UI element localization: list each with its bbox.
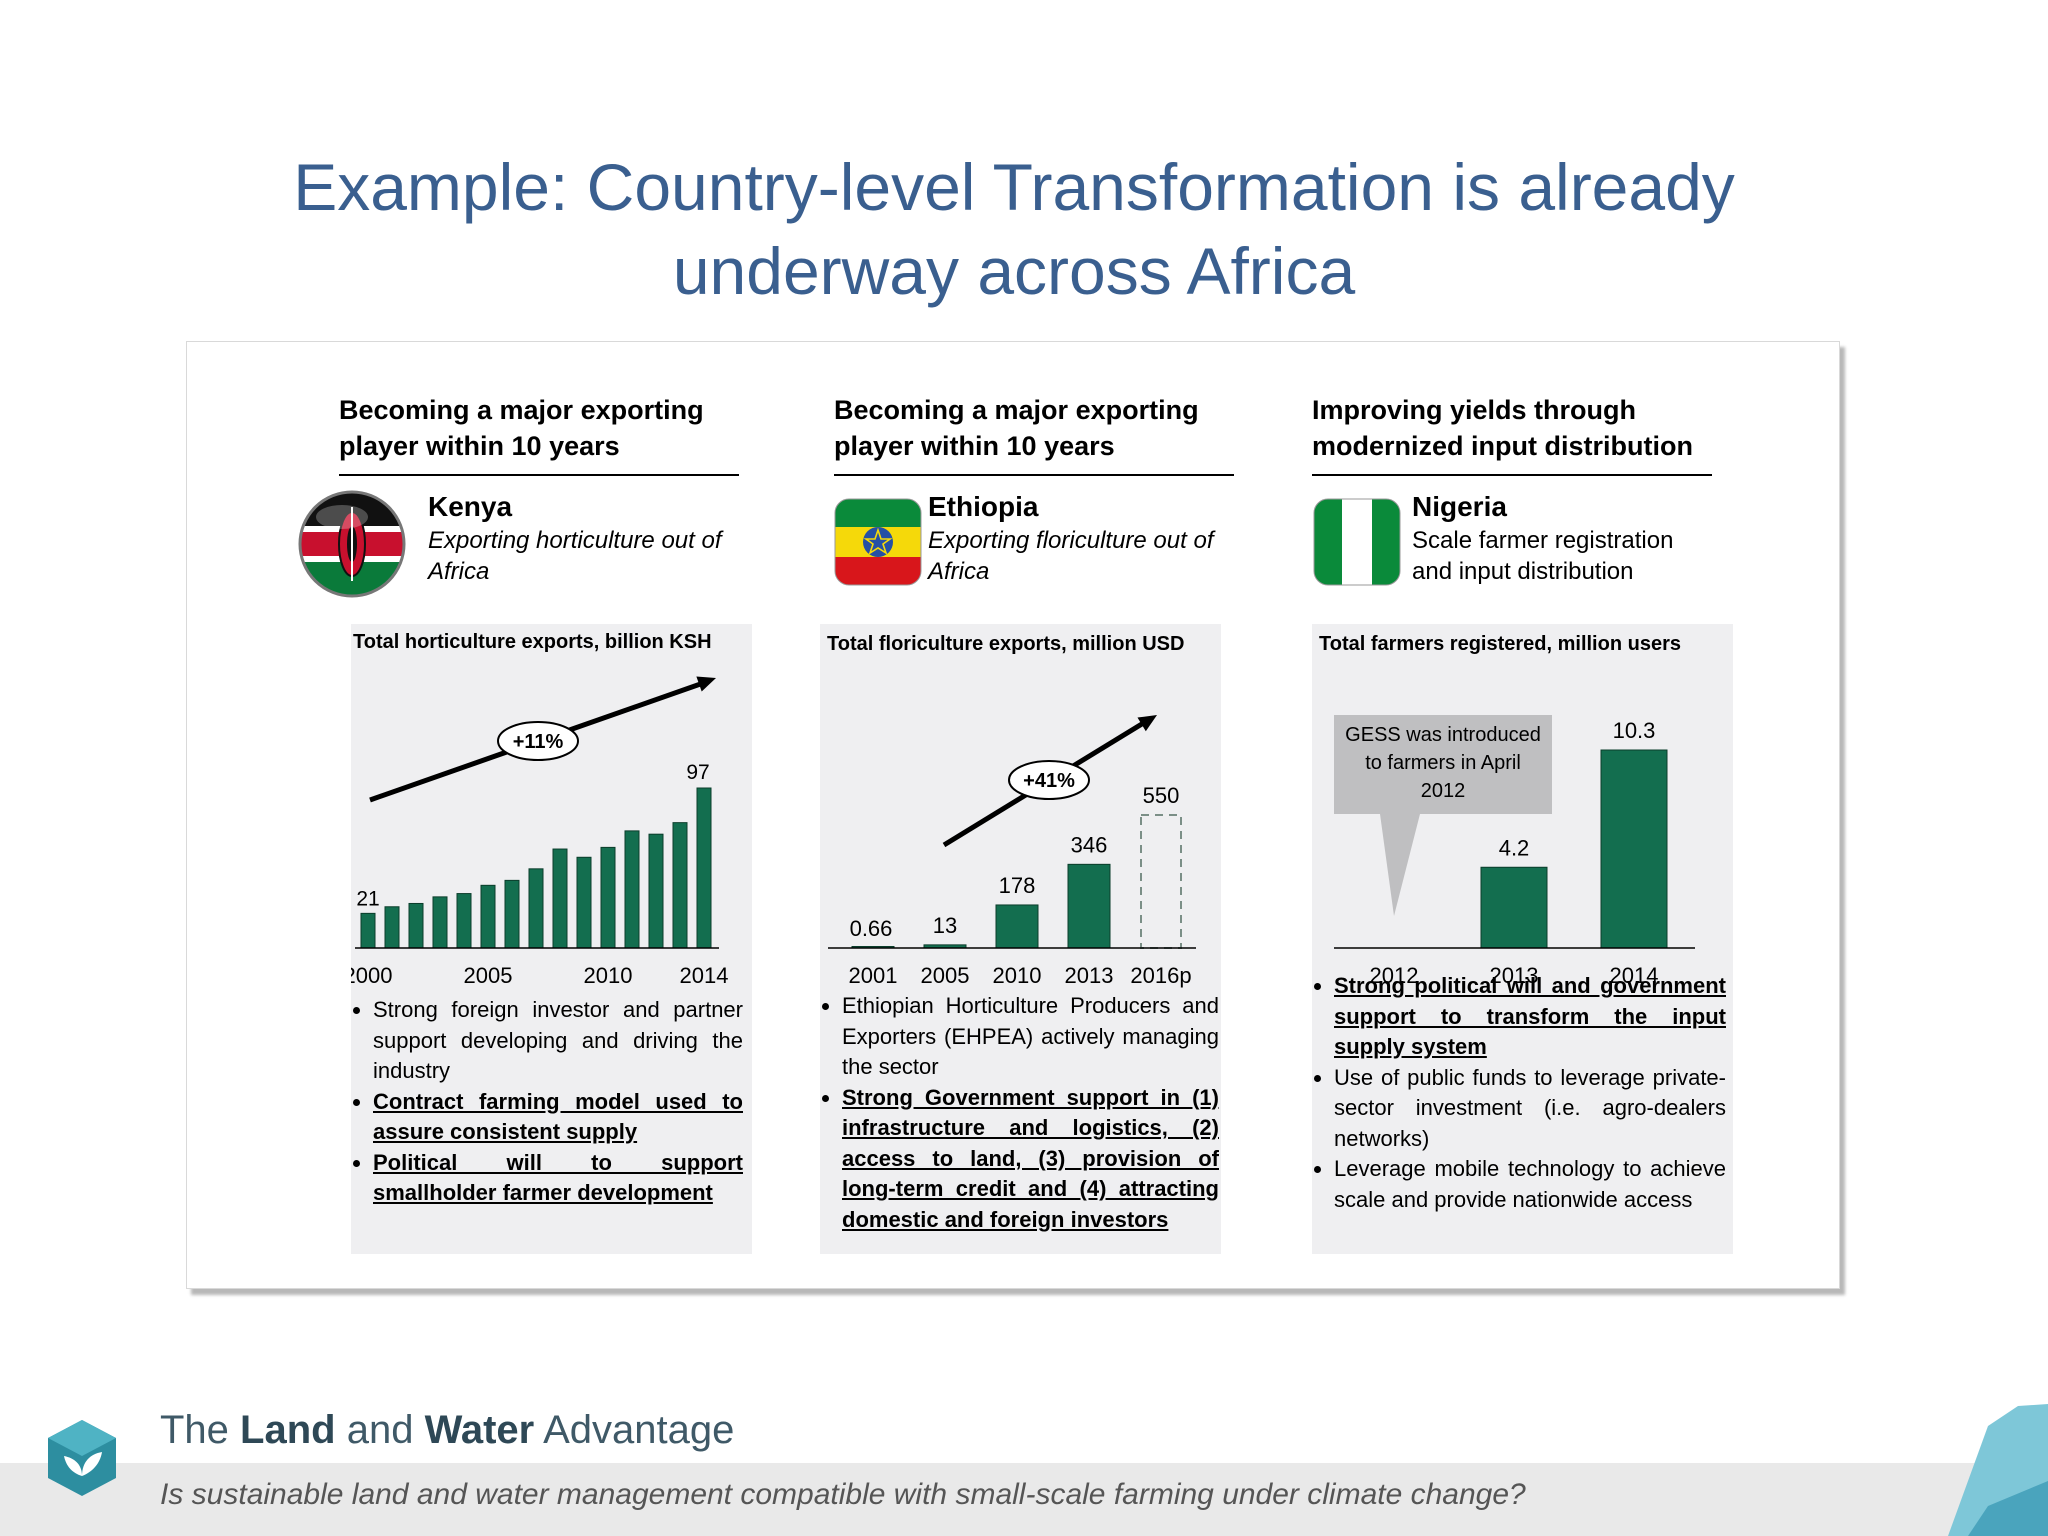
bar [432, 896, 448, 949]
nigeria-flag-icon [1312, 497, 1402, 594]
chart-farmers-registered: 2012 4.2 2013 10.3 2014 GESS was introduced to… [1334, 715, 1695, 988]
growth-label: +41% [1023, 770, 1075, 792]
footer-brand: The Land and Water Advantage [160, 1408, 735, 1452]
annotation-text: 2012 [1421, 780, 1466, 802]
bullet-list-nigeria: Strong political will and government sup… [1312, 971, 1726, 1215]
bullet-item: Leverage mobile technology to achieve sc… [1334, 1154, 1726, 1215]
country-name: Kenya [428, 491, 513, 522]
bar [1067, 863, 1111, 949]
bar [456, 893, 472, 949]
bar [624, 830, 640, 949]
footer-corner-decoration [1948, 1404, 2048, 1536]
chart-title: Total farmers registered, million users [1319, 633, 1681, 655]
data-label: 4.2 [1499, 835, 1530, 860]
bullet-item: Use of public funds to leverage private-… [1334, 1063, 1726, 1155]
bullet-list-ethiopia: Ethiopian Horticulture Producers and Exp… [820, 991, 1219, 1235]
chart-floriculture-exports: 0.66 2001 13 2005 178 2010 346 2013 550 2016p +41% [828, 715, 1196, 988]
column-heading-ethiopia: Becoming a major exporting player within… [834, 392, 1234, 476]
leaf-hexagon-icon [46, 1418, 118, 1503]
growth-badge [497, 721, 579, 761]
country-info-ethiopia: Ethiopia Exporting floriculture out of A… [928, 491, 1214, 585]
bar [504, 879, 520, 949]
tick-label: 2010 [584, 963, 633, 988]
annotation-text: to farmers in April [1365, 752, 1521, 774]
annotation-callout [1334, 715, 1552, 916]
tick-label: 2014 [1610, 963, 1659, 988]
panel-nigeria: Total farmers registered, million users … [1312, 624, 1733, 1254]
footer-bar [0, 1463, 2048, 1536]
country-name: Nigeria [1412, 491, 1507, 522]
data-label: 346 [1071, 832, 1108, 857]
ethiopia-flag-icon [833, 497, 923, 594]
bar [360, 912, 376, 949]
bar [576, 856, 592, 949]
growth-badge [1008, 760, 1090, 800]
bar [1600, 749, 1668, 949]
country-info-kenya: Kenya Exporting horticulture out of Afri… [428, 491, 722, 585]
bullet-item: Political will to support smallholder fa… [373, 1148, 743, 1209]
panel-ethiopia: Total floriculture exports, million USD … [820, 624, 1221, 1254]
bullet-item: Strong political will and government sup… [1334, 971, 1726, 1063]
tick-label: 2000 [351, 963, 392, 988]
data-label: 550 [1143, 783, 1180, 808]
trend-arrow-head [696, 676, 716, 692]
bar [995, 904, 1039, 949]
bar [672, 822, 688, 949]
column-heading-kenya: Becoming a major exporting player within… [339, 392, 739, 476]
bar [600, 846, 616, 949]
tick-label: 2012 [1370, 963, 1419, 988]
data-label: 0.66 [850, 916, 893, 941]
tick-label: 2016p [1130, 963, 1191, 988]
bullet-list-kenya: Strong foreign investor and partner supp… [351, 995, 743, 1209]
panel-kenya: Total horticulture exports, billion KSH … [351, 624, 752, 1254]
bullet-item: Strong Government support in (1) infrast… [842, 1083, 1219, 1236]
tick-label: 2010 [993, 963, 1042, 988]
data-label: 21 [356, 887, 379, 910]
bar [648, 833, 664, 949]
bullet-item: Strong foreign investor and partner supp… [373, 995, 743, 1087]
bar [408, 902, 424, 949]
bar [480, 884, 496, 949]
data-label: 13 [933, 913, 957, 938]
tick-label: 2013 [1490, 963, 1539, 988]
trend-arrow-head [1137, 715, 1157, 732]
tick-label: 2014 [680, 963, 729, 988]
footer-subtitle: Is sustainable land and water management… [160, 1478, 1526, 1511]
chart-title: Total horticulture exports, billion KSH [353, 631, 712, 653]
tick-label: 2001 [849, 963, 898, 988]
column-heading-nigeria: Improving yields through modernized inpu… [1312, 392, 1712, 476]
projected-bar [1140, 814, 1182, 949]
growth-label: +11% [513, 731, 564, 753]
bar [528, 868, 544, 949]
annotation-text: GESS was introduced [1345, 724, 1541, 746]
bar [552, 848, 568, 949]
kenya-flag-icon [297, 489, 407, 604]
chart-title: Total floriculture exports, million USD [827, 633, 1185, 655]
bullet-item: Ethiopian Horticulture Producers and Exp… [842, 991, 1219, 1083]
country-name: Ethiopia [928, 491, 1039, 522]
bar [696, 787, 712, 949]
tick-label: 2013 [1065, 963, 1114, 988]
country-info-nigeria: Nigeria Scale farmer registration and in… [1412, 491, 1674, 585]
tick-label: 2005 [921, 963, 970, 988]
data-label: 178 [999, 873, 1036, 898]
data-label: 97 [686, 761, 709, 784]
bar [1480, 866, 1548, 949]
bullet-item: Contract farming model used to assure co… [373, 1087, 743, 1148]
chart-horticulture-exports: 2000 2005 2010 2014 21 97 +11% [351, 676, 729, 988]
bar [384, 906, 400, 949]
data-label: 10.3 [1613, 718, 1656, 743]
tick-label: 2005 [464, 963, 513, 988]
slide-title: Example: Country-level Transformation is… [293, 150, 1735, 308]
content-card: Becoming a major exporting player within… [186, 341, 1840, 1289]
